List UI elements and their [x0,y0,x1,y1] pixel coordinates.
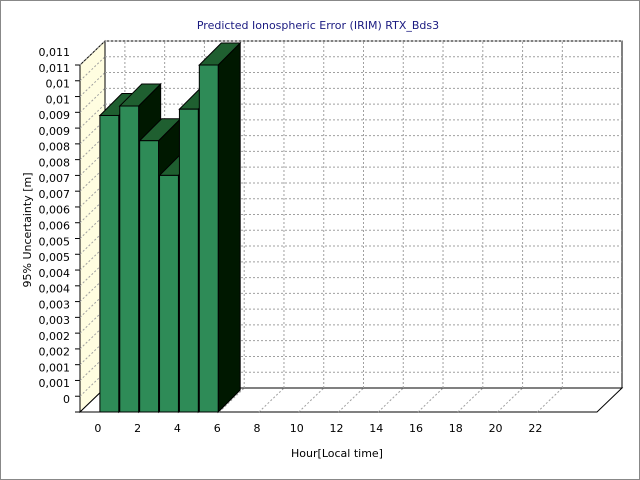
x-tick-label: 0 [94,422,101,435]
grid-line [218,387,245,413]
grid-line [338,387,364,413]
y-tick-label: 0,002 [39,346,71,359]
y-tick-label: 0,006 [39,220,71,233]
x-tick-label: 16 [409,422,423,435]
y-tick-label: 0,006 [39,204,71,217]
x-tick-label: 22 [528,422,542,435]
x-tick-label: 18 [449,422,463,435]
grid-line [497,387,523,413]
x-tick-label: 4 [174,422,181,435]
y-tick-label: 0,001 [39,377,71,390]
grid-line [79,87,106,113]
y-tick-label: 0,011 [39,62,71,75]
grid-line [417,387,444,413]
bar-side [217,41,241,414]
y-tick-label: 0,002 [39,330,71,343]
y-tick-label: 0,003 [39,314,71,327]
y-tick-label: 0,01 [46,78,71,91]
y-tick-label: 0,004 [39,283,71,296]
y-tick-label: 0 [63,393,70,406]
y-tick-label: 0,003 [39,298,71,311]
y-tick-label: 0,008 [39,156,71,169]
y-tick-label: 0,008 [39,141,71,154]
x-tick-label: 12 [330,422,344,435]
grid-line [536,387,563,413]
x-axis-label: Hour[Local time] [291,447,383,460]
x-tick-label: 10 [290,422,304,435]
grid-line [298,387,325,413]
grid-line [79,56,106,82]
chart-title: Predicted Ionospheric Error (IRIM) RTX_B… [197,19,439,32]
y-tick-label: 0,001 [39,361,71,374]
x-tick-label: 6 [214,422,221,435]
x-tick-label: 2 [134,422,141,435]
bar [198,64,219,413]
y-tick-label: 0,011 [39,46,71,59]
y-tick-label: 0,01 [46,93,71,106]
y-tick-label: 0,009 [39,109,71,122]
grid-line [258,387,285,413]
bar [99,114,120,413]
x-tick-label: 8 [253,422,260,435]
x-tick-label: 20 [489,422,503,435]
bar [178,108,199,413]
bar [159,174,179,413]
y-axis-label: 95% Uncertainty [m] [21,172,34,287]
grid-line [79,40,106,66]
grid-line [457,387,484,413]
x-tick-label: 14 [369,422,383,435]
y-tick-label: 0,007 [39,188,71,201]
y-tick-label: 0,009 [39,125,71,138]
grid-line [79,103,106,129]
grid-line [377,387,404,413]
bar [139,140,160,413]
y-tick-label: 0,004 [39,267,71,280]
grid-line [79,72,106,97]
y-tick-label: 0,005 [39,235,71,248]
y-tick-label: 0,005 [39,251,71,264]
y-tick-label: 0,007 [39,172,71,185]
bar [119,105,140,413]
